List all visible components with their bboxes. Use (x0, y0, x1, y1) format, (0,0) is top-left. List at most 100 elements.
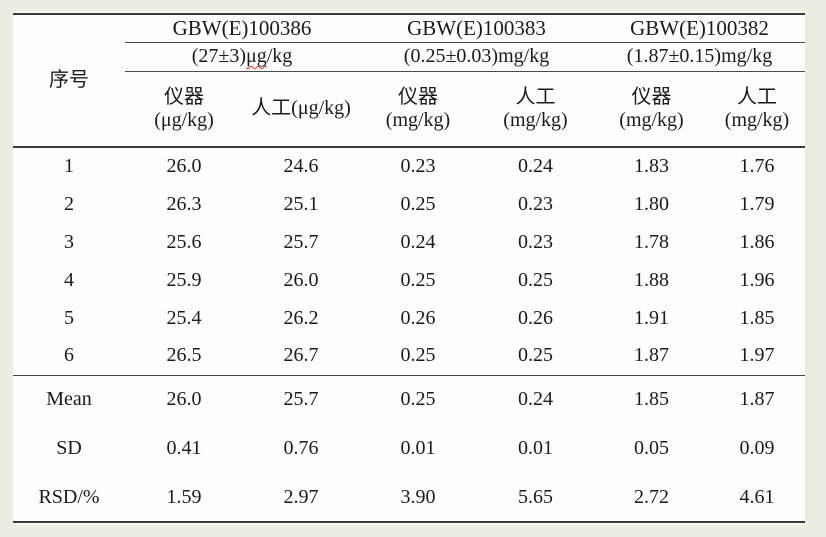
certified-value-gbw-e-100386: (27±3)μg/kg (125, 42, 359, 72)
table-row-mean: Mean 26.0 25.7 0.25 0.24 1.85 1.87 (13, 374, 805, 424)
group-header-gbw-e-100382: GBW(E)100382 (594, 14, 805, 43)
data-cell: 25.7 (283, 230, 319, 253)
data-cell: 1.83 (634, 155, 669, 177)
data-cell: 26.5 (166, 344, 202, 367)
subheader-instrument-g3: 仪器 (mg/kg) (594, 71, 709, 148)
certified-value-text: /kg (266, 45, 293, 67)
data-cell: 1.59 (166, 485, 202, 508)
data-cell: 1.85 (739, 306, 775, 329)
subheader-unit: (mg/kg) (503, 108, 568, 131)
certified-value-gbw-e-100383: (0.25±0.03)mg/kg (359, 42, 594, 72)
document-sheet: 序号 GBW(E)100386 GBW(E)100383 GBW(E)10038… (13, 11, 805, 525)
data-cell: 0.41 (166, 437, 202, 459)
data-cell: 26.2 (283, 306, 319, 329)
data-cell: 25.1 (283, 192, 319, 215)
data-cell: 1.79 (739, 192, 775, 215)
row-label: 2 (64, 192, 74, 215)
data-cell: 0.25 (518, 268, 553, 291)
data-cell: 0.23 (518, 192, 553, 215)
subheader-unit: (mg/kg) (724, 108, 790, 131)
subheader-label: 人工 (737, 86, 777, 109)
subheader-manual-g1: 人工(μg/kg) (243, 71, 359, 148)
data-cell: 1.97 (739, 344, 775, 367)
data-cell: 5.65 (518, 485, 553, 508)
table-row-4: 4 25.9 26.0 0.25 0.25 1.88 1.96 (13, 261, 805, 299)
data-cell: 0.24 (400, 230, 436, 253)
data-cell: 25.4 (166, 306, 202, 329)
spellcheck-squiggle-text: μg (246, 45, 267, 67)
data-cell: 0.23 (400, 155, 436, 177)
subheader-label: 人工 (515, 86, 556, 109)
data-cell: 0.26 (518, 306, 553, 329)
data-cell: 26.3 (166, 192, 202, 215)
row-label: 3 (64, 230, 74, 253)
data-cell: 0.24 (477, 374, 594, 424)
data-cell: 0.25 (400, 344, 436, 367)
subheader-manual-g3: 人工 (mg/kg) (709, 71, 805, 148)
data-cell: 0.25 (400, 192, 436, 215)
subheader-label: 仪器 (164, 86, 204, 109)
header-row-group-names: 序号 GBW(E)100386 GBW(E)100383 GBW(E)10038… (13, 14, 805, 148)
data-cell: 26.0 (125, 374, 243, 424)
data-cell: 0.05 (634, 437, 669, 459)
data-cell: 0.24 (518, 155, 553, 177)
header-row-certified-values: (27±3)μg/kg (0.25±0.03)mg/kg (1.87±0.15)… (13, 42, 805, 72)
data-cell: 25.7 (243, 374, 359, 424)
row-label: SD (56, 437, 82, 459)
subheader-instrument-g1: 仪器 (μg/kg) (125, 71, 243, 148)
data-cell: 0.23 (518, 230, 553, 253)
table-row-1: 1 26.0 24.6 0.23 0.24 1.83 1.76 (13, 147, 805, 185)
certified-value-gbw-e-100382: (1.87±0.15)mg/kg (594, 42, 805, 72)
data-cell: 0.25 (400, 268, 436, 291)
subheader-unit: (mg/kg) (385, 108, 451, 131)
data-cell: 1.87 (634, 344, 669, 367)
subheader-label: 仪器 (398, 86, 438, 109)
row-label: 4 (64, 268, 74, 291)
group-header-gbw-e-100383: GBW(E)100383 (359, 14, 594, 43)
table-row-rsd: RSD/% 1.59 2.97 3.90 5.65 2.72 4.61 (13, 473, 805, 522)
data-cell: 0.25 (518, 344, 553, 367)
data-cell: 1.78 (634, 230, 669, 253)
row-label: 5 (64, 306, 74, 329)
table-row-5: 5 25.4 26.2 0.26 0.26 1.91 1.85 (13, 299, 805, 337)
data-cell: 3.90 (400, 485, 436, 508)
table-row-6: 6 26.5 26.7 0.25 0.25 1.87 1.97 (13, 337, 805, 375)
data-cell: 2.97 (283, 485, 319, 508)
data-cell: 4.61 (739, 485, 775, 508)
data-cell: 1.91 (634, 306, 669, 329)
subheader-manual-g2: 人工 (mg/kg) (477, 71, 594, 148)
data-cell: 26.7 (283, 344, 319, 367)
data-cell: 25.9 (166, 268, 202, 291)
data-cell: 25.6 (166, 230, 202, 253)
row-label: Mean (13, 374, 125, 424)
subheader-instrument-g2: 仪器 (mg/kg) (359, 71, 477, 148)
data-cell: 1.76 (739, 155, 775, 177)
data-cell: 1.87 (709, 374, 805, 424)
data-cell: 0.25 (359, 374, 477, 424)
subheader-unit: (μg/kg) (154, 108, 214, 131)
data-cell: 1.85 (594, 374, 709, 424)
data-cell: 1.96 (739, 268, 775, 291)
table-row-3: 3 25.6 25.7 0.24 0.23 1.78 1.86 (13, 223, 805, 261)
subheader-label: 仪器 (631, 86, 672, 109)
certified-value-text: (27±3) (191, 45, 246, 67)
table-row-2: 2 26.3 25.1 0.25 0.23 1.80 1.79 (13, 185, 805, 223)
data-cell: 1.86 (739, 230, 775, 253)
header-row-method-units: 仪器 (μg/kg) 人工(μg/kg) 仪器 (mg/kg) 人工 (mg/kg) … (13, 71, 805, 148)
row-label: 6 (64, 344, 74, 367)
subheader-unit: (mg/kg) (619, 108, 684, 131)
data-cell: 0.01 (400, 437, 436, 459)
data-cell: 26.0 (283, 268, 319, 291)
data-cell: 2.72 (634, 485, 669, 508)
row-label: 1 (64, 155, 74, 177)
data-cell: 0.01 (518, 437, 553, 459)
data-cell: 24.6 (283, 155, 319, 177)
data-cell: 26.0 (166, 155, 202, 177)
table-row-sd: SD 0.41 0.76 0.01 0.01 0.05 0.09 (13, 424, 805, 473)
row-label: RSD/% (38, 485, 100, 508)
data-cell: 1.88 (634, 268, 669, 291)
reference-material-results-table: 序号 GBW(E)100386 GBW(E)100383 GBW(E)10038… (13, 13, 805, 523)
corner-header-serial-number: 序号 (13, 14, 125, 148)
data-cell: 1.80 (634, 192, 669, 215)
group-header-gbw-e-100386: GBW(E)100386 (125, 14, 359, 43)
